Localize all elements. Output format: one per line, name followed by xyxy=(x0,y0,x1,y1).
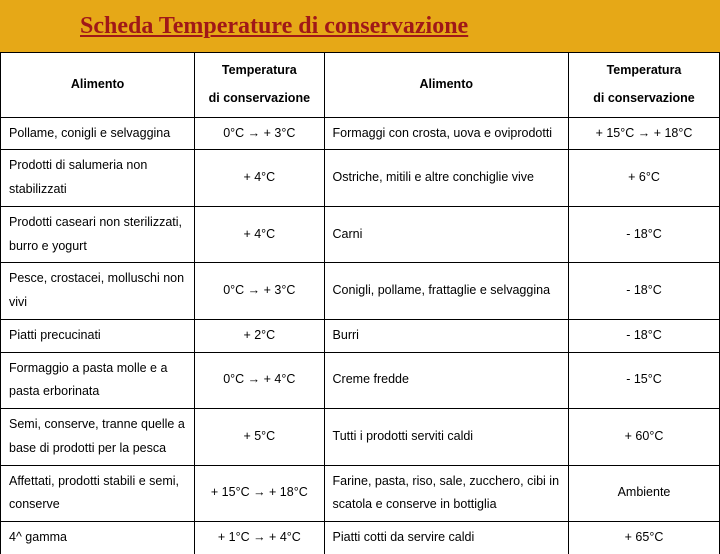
cell-alimento: Farine, pasta, riso, sale, zucchero, cib… xyxy=(324,465,568,522)
cell-alimento: Formaggio a pasta molle e a pasta erbori… xyxy=(1,352,195,409)
header-temperatura-2: Temperatura di conservazione xyxy=(568,53,719,118)
cell-alimento: Creme fredde xyxy=(324,352,568,409)
cell-temp: - 18°C xyxy=(568,206,719,263)
header-alimento-2: Alimento xyxy=(324,53,568,118)
cell-alimento: Semi, conserve, tranne quelle a base di … xyxy=(1,409,195,466)
cell-temp: - 15°C xyxy=(568,352,719,409)
cell-alimento: Formaggi con crosta, uova e oviprodotti xyxy=(324,117,568,150)
cell-alimento: Prodotti di salumeria non stabilizzati xyxy=(1,150,195,207)
cell-temp: + 5°C xyxy=(195,409,324,466)
header-temperatura-1: Temperatura di conservazione xyxy=(195,53,324,118)
cell-temp: + 65°C xyxy=(568,522,719,554)
cell-temp: + 4°C xyxy=(195,206,324,263)
table-body: Pollame, conigli e selvaggina 0°C → + 3°… xyxy=(1,117,720,554)
cell-alimento: Piatti precucinati xyxy=(1,319,195,352)
cell-alimento: Piatti cotti da servire caldi xyxy=(324,522,568,554)
header-alimento-1: Alimento xyxy=(1,53,195,118)
cell-alimento: Tutti i prodotti serviti caldi xyxy=(324,409,568,466)
table-row: Formaggio a pasta molle e a pasta erbori… xyxy=(1,352,720,409)
title-bar: Scheda Temperature di conservazione xyxy=(0,0,720,52)
table-row: Prodotti caseari non sterilizzati, burro… xyxy=(1,206,720,263)
page-title: Scheda Temperature di conservazione xyxy=(80,13,468,40)
table-row: Pesce, crostacei, molluschi non vivi 0°C… xyxy=(1,263,720,320)
table-row: Prodotti di salumeria non stabilizzati +… xyxy=(1,150,720,207)
cell-alimento: Pollame, conigli e selvaggina xyxy=(1,117,195,150)
cell-alimento: Pesce, crostacei, molluschi non vivi xyxy=(1,263,195,320)
cell-alimento: Burri xyxy=(324,319,568,352)
cell-temp: 0°C → + 3°C xyxy=(195,263,324,320)
conservation-table: Alimento Temperatura di conservazione Al… xyxy=(0,52,720,554)
cell-alimento: 4^ gamma xyxy=(1,522,195,554)
cell-temp: + 15°C → + 18°C xyxy=(568,117,719,150)
cell-temp: 0°C → + 3°C xyxy=(195,117,324,150)
cell-alimento: Conigli, pollame, frattaglie e selvaggin… xyxy=(324,263,568,320)
cell-temp: 0°C → + 4°C xyxy=(195,352,324,409)
table-row: 4^ gamma + 1°C → + 4°C Piatti cotti da s… xyxy=(1,522,720,554)
cell-temp: - 18°C xyxy=(568,319,719,352)
table-row: Semi, conserve, tranne quelle a base di … xyxy=(1,409,720,466)
cell-temp: + 1°C → + 4°C xyxy=(195,522,324,554)
cell-temp: + 60°C xyxy=(568,409,719,466)
cell-alimento: Ostriche, mitili e altre conchiglie vive xyxy=(324,150,568,207)
cell-alimento: Carni xyxy=(324,206,568,263)
cell-temp: + 15°C → + 18°C xyxy=(195,465,324,522)
cell-temp: Ambiente xyxy=(568,465,719,522)
cell-temp: - 18°C xyxy=(568,263,719,320)
table-row: Piatti precucinati + 2°C Burri - 18°C xyxy=(1,319,720,352)
table-row: Affettati, prodotti stabili e semi, cons… xyxy=(1,465,720,522)
cell-alimento: Affettati, prodotti stabili e semi, cons… xyxy=(1,465,195,522)
cell-alimento: Prodotti caseari non sterilizzati, burro… xyxy=(1,206,195,263)
table-row: Pollame, conigli e selvaggina 0°C → + 3°… xyxy=(1,117,720,150)
cell-temp: + 2°C xyxy=(195,319,324,352)
table-header-row: Alimento Temperatura di conservazione Al… xyxy=(1,53,720,118)
cell-temp: + 4°C xyxy=(195,150,324,207)
cell-temp: + 6°C xyxy=(568,150,719,207)
